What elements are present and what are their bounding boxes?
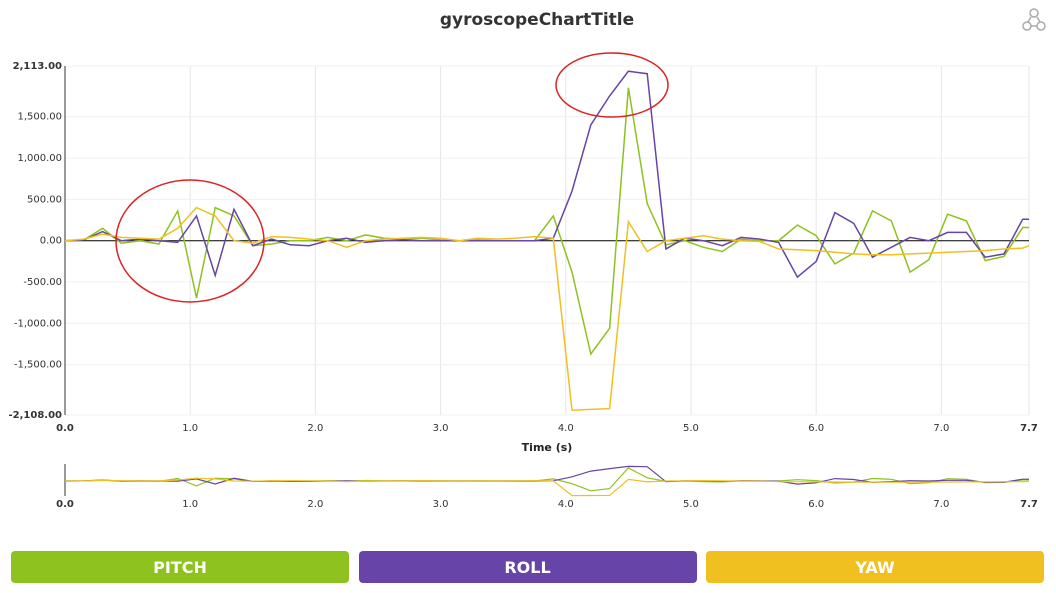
navigator-tick-label: 6.0 <box>808 499 824 510</box>
x-tick-label: 4.0 <box>558 423 574 434</box>
x-tick-label: 3.0 <box>433 423 449 434</box>
navigator-tick-label: 7.0 <box>933 499 949 510</box>
series-line <box>64 206 1030 411</box>
legend-button[interactable]: YAW <box>706 551 1044 583</box>
chart-title: gyroscopeChartTitle <box>440 10 634 30</box>
y-tick-label: 0.00 <box>40 236 62 247</box>
navigator: 0.0 1.0 2.0 3.0 4.0 5.0 6.0 7.0 7.7 <box>56 464 1038 510</box>
navigator-tick-label: 2.0 <box>307 499 323 510</box>
navigator-tick-label: 5.0 <box>683 499 699 510</box>
y-tick-label: 1,500.00 <box>17 112 62 123</box>
share-icon[interactable] <box>1022 8 1046 31</box>
y-tick-label: -1,500.00 <box>14 360 62 371</box>
navigator-line <box>64 477 1030 497</box>
legend-button[interactable]: ROLL <box>358 551 697 583</box>
series-line <box>64 87 1029 356</box>
y-tick-label: -2,108.00 <box>9 410 63 421</box>
x-tick-label: 6.0 <box>808 423 824 434</box>
y-tick-label: -500.00 <box>23 277 62 288</box>
x-tick-label: 7.7 <box>1020 423 1038 434</box>
x-tick-label: 1.0 <box>182 423 198 434</box>
annotation-ellipse <box>555 52 669 118</box>
chart: gyroscopeChartTitle Time (s) 0.0 1.0 2.0 3.… <box>9 8 1046 510</box>
y-tick-label: -1,000.00 <box>14 318 62 329</box>
navigator-tick-label: 4.0 <box>558 499 574 510</box>
x-tick-label: 2.0 <box>307 423 323 434</box>
y-tick-label: 1,000.00 <box>17 153 62 164</box>
navigator-tick-label: 3.0 <box>433 499 449 510</box>
series-line <box>64 70 1029 279</box>
navigator-tick-label: 0.0 <box>56 499 74 510</box>
y-tick-label: 500.00 <box>27 194 62 205</box>
x-tick-label: 0.0 <box>56 423 74 434</box>
x-tick-label: 7.0 <box>933 423 949 434</box>
y-tick-label: 2,113.00 <box>13 61 62 72</box>
navigator-line <box>64 467 1029 492</box>
x-axis-label: Time (s) <box>522 441 573 454</box>
annotation-ellipse <box>115 179 265 303</box>
navigator-line <box>64 465 1029 485</box>
legend-button[interactable]: PITCH <box>11 551 349 583</box>
x-tick-label: 5.0 <box>683 423 699 434</box>
navigator-tick-label: 7.7 <box>1020 499 1038 510</box>
navigator-tick-label: 1.0 <box>182 499 198 510</box>
plot: 0.0 1.0 2.0 3.0 4.0 5.0 6.0 7.0 7.7 2,113.00 1,500… <box>9 61 1038 434</box>
